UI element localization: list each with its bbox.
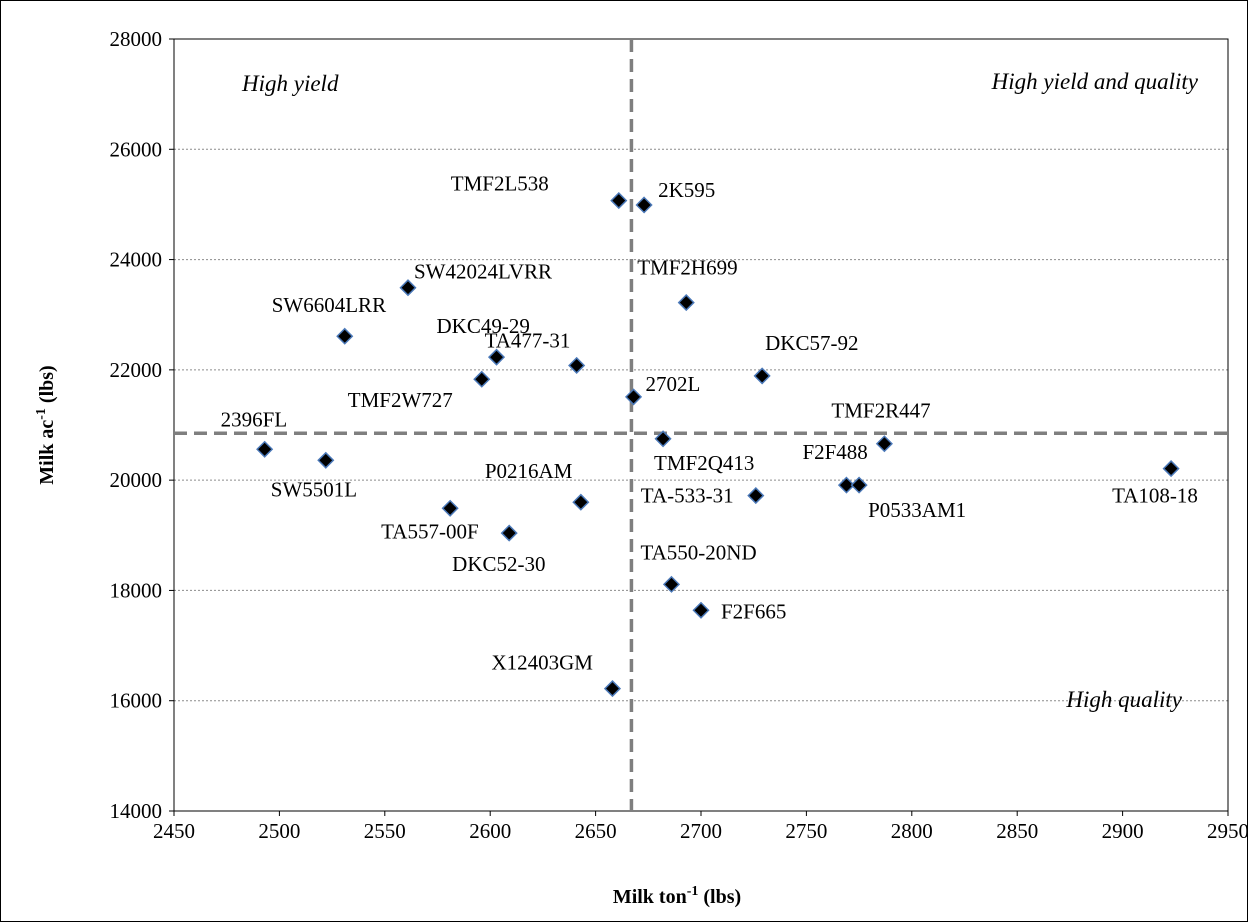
y-axis-title: Milk ac-1 (lbs): [34, 365, 58, 484]
x-axis-title: Milk ton-1 (lbs): [613, 884, 741, 908]
quadrant-labels: High yield High yield and quality High qua…: [241, 69, 1199, 712]
data-point-marker: [572, 493, 590, 511]
quadrant-label: High yield and quality: [991, 69, 1199, 94]
data-point-marker: [624, 388, 643, 406]
y-axis-title-unit: (lbs): [36, 365, 58, 408]
quadrant-label: High yield: [241, 71, 339, 96]
data-point-marker: [1162, 460, 1180, 478]
data-point-marker: [568, 356, 586, 375]
x-axis-title-sup: -1: [687, 884, 699, 899]
y-tick-label: 18000: [110, 578, 163, 602]
y-tick-label: 28000: [110, 27, 163, 51]
y-tick-label: 14000: [110, 799, 163, 823]
reference-lines: [174, 39, 1228, 811]
x-tick-label: 2950: [1207, 819, 1248, 843]
point-label: DKC49-29: [437, 314, 530, 338]
point-label: TMF2L538: [451, 172, 549, 196]
y-axis-title-sup: -1: [34, 408, 49, 420]
data-point-marker: [875, 435, 893, 453]
data-point-marker: [603, 680, 622, 698]
x-tick-label: 2700: [680, 819, 722, 843]
point-label: TA550-20ND: [640, 540, 756, 564]
x-tick-label: 2750: [785, 819, 827, 843]
point-label: TMF2H699: [637, 256, 737, 280]
x-axis-title-unit: (lbs): [698, 886, 741, 908]
point-label: TMF2R447: [831, 399, 930, 423]
x-tick-label: 2500: [258, 819, 300, 843]
data-point-marker: [692, 601, 710, 619]
x-tick-label: 2800: [891, 819, 933, 843]
data-point-marker: [487, 348, 506, 366]
y-tick-label: 26000: [110, 137, 163, 161]
data-point-marker: [753, 367, 771, 385]
point-label: TA-533-31: [641, 484, 734, 508]
x-tick-label: 2900: [1102, 819, 1144, 843]
point-label: X12403GM: [491, 651, 593, 675]
point-label: SW6604LRR: [272, 293, 386, 317]
data-point-marker: [317, 451, 335, 469]
axis-ticks: 14000 16000 18000 20000 22000 24000 26000 28000…: [110, 27, 1248, 843]
data-point-marker: [500, 524, 518, 542]
point-label: DKC52-30: [452, 552, 545, 576]
point-label: 2396FL: [221, 407, 288, 431]
data-points: [256, 192, 1180, 698]
y-tick-label: 24000: [110, 248, 163, 272]
data-point-marker: [654, 430, 672, 448]
point-label: P0533AM1: [868, 498, 966, 522]
data-point-marker: [473, 370, 491, 388]
data-point-marker: [850, 476, 868, 494]
x-tick-label: 2550: [364, 819, 406, 843]
data-point-marker: [662, 575, 681, 593]
y-tick-label: 22000: [110, 358, 163, 382]
point-labels: TMF2L538 2K595 SW42024LVRR TMF2H699 SW6604LR…: [221, 172, 1198, 675]
y-tick-label: 16000: [110, 689, 163, 713]
x-tick-label: 2850: [996, 819, 1038, 843]
point-label: SW42024LVRR: [414, 260, 552, 284]
point-label: DKC57-92: [765, 331, 858, 355]
data-point-marker: [256, 440, 274, 458]
x-axis-title-text: Milk ton: [613, 886, 687, 908]
point-label: TA557-00F: [381, 519, 478, 543]
point-label: TA108-18: [1112, 484, 1198, 508]
data-point-marker: [610, 192, 628, 210]
data-point-marker: [677, 294, 695, 312]
data-point-marker: [747, 487, 765, 505]
data-point-marker: [399, 279, 417, 297]
point-label: TA477-31: [485, 328, 571, 352]
point-label: 2702L: [646, 372, 701, 396]
point-label: P0216AM: [485, 459, 573, 483]
y-axis-title-text: Milk ac: [36, 420, 58, 485]
point-label: F2F665: [721, 599, 786, 623]
point-label: 2K595: [658, 178, 715, 202]
point-label: TMF2W727: [348, 388, 453, 412]
x-tick-label: 2600: [469, 819, 511, 843]
x-tick-label: 2650: [575, 819, 617, 843]
point-label: F2F488: [802, 440, 867, 464]
y-tick-label: 20000: [110, 468, 163, 492]
point-label: TMF2Q413: [654, 451, 754, 475]
data-point-marker: [635, 196, 653, 214]
data-point-marker: [441, 499, 459, 517]
x-tick-label: 2450: [153, 819, 195, 843]
quadrant-label: High quality: [1065, 687, 1182, 712]
data-point-marker: [336, 327, 354, 345]
point-label: SW5501L: [271, 477, 357, 501]
data-point-marker: [837, 476, 856, 494]
